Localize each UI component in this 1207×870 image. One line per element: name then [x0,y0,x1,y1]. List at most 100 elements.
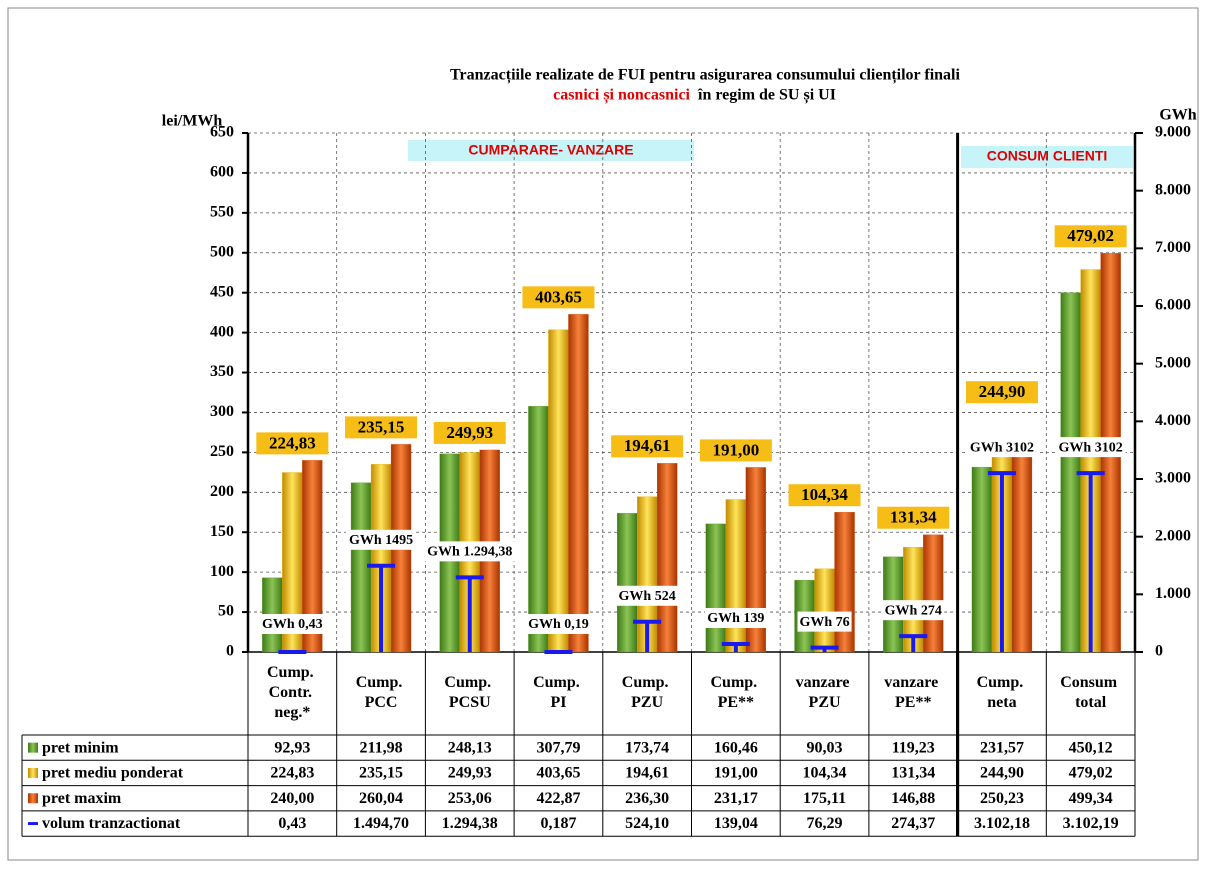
value-label-box [256,432,329,455]
y-tick-label: 200 [210,483,234,500]
table-value: 274,37 [891,815,935,832]
legend-swatch [28,742,38,753]
legend-swatch [28,767,38,778]
table-value: 499,34 [1069,790,1113,807]
table-value: 236,30 [625,790,669,807]
volume-label-box [616,585,679,606]
y-tick-label: 0 [226,643,234,660]
table-value: 249,93 [448,765,492,782]
table-value: 191,00 [714,765,758,782]
volume-mark [367,563,396,652]
y2-tick-label: 7.000 [1155,239,1191,256]
table-value: 403,65 [536,765,580,782]
bar [725,499,746,653]
y2-tick-label: 6.000 [1155,297,1191,314]
y2-tick-label: 3.000 [1155,470,1191,487]
table-value: 1.294,38 [442,815,498,832]
volume-label: GWh 3102 [970,440,1034,455]
table-value: 307,79 [536,739,580,756]
y-tick-label: 650 [210,124,234,141]
y2-tick-label: 0 [1155,643,1163,660]
legend-label: pret maxim [42,790,122,807]
value-label: 224,83 [269,433,316,452]
table-value: 92,93 [274,739,310,756]
value-label-box [345,416,418,439]
table-value: 224,83 [270,765,314,782]
value-label: 131,34 [890,508,937,527]
y2-axis-label: GWh [1159,107,1196,124]
y2-tick-label: 1.000 [1155,585,1191,602]
volume-mark [987,471,1016,652]
y-tick-label: 600 [210,164,234,181]
x-tick-label: Cump. PZU [622,674,673,711]
table-value: 422,87 [536,790,580,807]
bar [814,568,835,653]
value-label-box [788,484,861,507]
volume-label: GWh 3102 [1059,440,1123,455]
volume-mark [455,575,484,652]
y-tick-label: 50 [218,603,234,620]
table-value: 450,12 [1069,739,1113,756]
value-label: 191,00 [712,440,759,459]
volume-mark [1076,471,1105,652]
table-value: 90,03 [807,739,843,756]
x-tick-label: vanzare PZU [796,674,854,711]
table-value: 160,46 [714,739,758,756]
table-value: 248,13 [448,739,492,756]
legend-swatch [28,793,38,804]
table-value: 250,23 [980,790,1024,807]
bar [923,534,944,653]
value-label: 403,65 [535,287,582,306]
volume-mark [633,619,662,652]
y-tick-label: 550 [210,204,234,221]
y2-tick-label: 2.000 [1155,527,1191,544]
table-value: 235,15 [359,765,403,782]
value-label: 244,90 [979,382,1026,401]
volume-label-box [882,600,945,621]
subtitle: în regim de SU și UI [697,87,836,105]
value-label-box [611,435,684,458]
y2-tick-label: 9.000 [1155,124,1191,141]
y-axis-label: lei/MWh [162,113,223,130]
table-value: 0,43 [278,815,306,832]
section-box [408,140,694,161]
y-tick-label: 500 [210,243,234,260]
value-label: 104,34 [801,485,848,504]
frame [7,7,1199,861]
bar [568,314,589,653]
table-value: 244,90 [980,765,1024,782]
volume-label: GWh 524 [619,589,676,604]
y-tick-label: 350 [210,363,234,380]
volume-label-box [797,611,852,632]
table-value: 3.102,18 [974,815,1030,832]
x-tick-label: Cump. PI [533,674,584,711]
value-label: 249,93 [446,423,493,442]
value-label-box [877,506,950,529]
volume-label-box [418,541,521,562]
y-tick-label: 400 [210,323,234,340]
bar [617,513,638,653]
y2-tick-label: 4.000 [1155,412,1191,429]
x-tick-label: vanzare PE** [884,674,942,711]
x-tick-label: Cump. PCSU [444,674,495,711]
table-value: 173,74 [625,739,669,756]
y2-tick-label: 5.000 [1155,354,1191,371]
value-label: 235,15 [358,417,405,436]
value-label: 194,61 [624,436,671,455]
section-label: CUMPARARE- VANZARE [468,142,633,158]
value-label-box [433,421,506,444]
table-value: 524,10 [625,815,669,832]
table-value: 253,06 [448,790,492,807]
bar [971,466,993,653]
x-tick-label: Cump. PE** [711,674,762,711]
table-value: 104,34 [803,765,847,782]
table-value: 76,29 [807,815,843,832]
volume-label-box [523,614,594,634]
value-label-box [522,286,595,309]
volume-label: GWh 1495 [349,533,413,548]
volume-label-box [1055,437,1126,458]
table-value: 211,98 [359,739,402,756]
section-box [961,146,1133,168]
bar [705,523,726,653]
y-tick-label: 150 [210,523,234,540]
